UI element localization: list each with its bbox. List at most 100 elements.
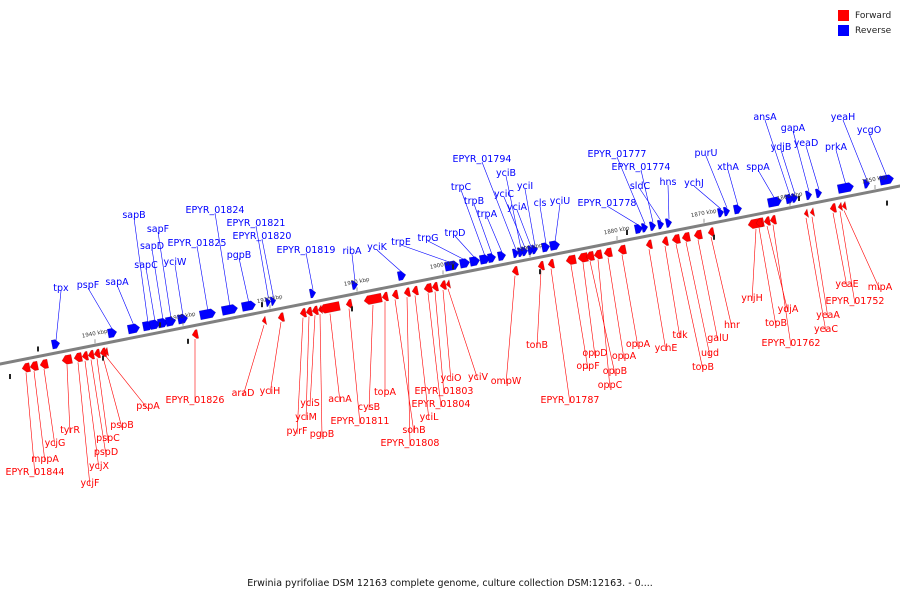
gene-yeac-forward-leader <box>805 217 827 333</box>
gene-ycjg-forward-leader <box>43 369 56 447</box>
gene-yeaa-arrow-forward <box>809 207 816 217</box>
gene-riba-arrow-reverse <box>350 280 359 291</box>
axis-tick-label: 1870 kbp <box>691 208 718 219</box>
gene-oppa-arrow-forward <box>617 244 627 255</box>
gene-topa-arrow-forward <box>381 291 389 302</box>
gene-epyr_01787-forward-label: EPYR_01787 <box>541 395 600 406</box>
track-mark <box>713 234 715 240</box>
gene-sohb-forward-label: sohB <box>402 425 425 436</box>
gene-trpg-reverse-leader <box>427 240 466 261</box>
gene-ansa-arrow-reverse <box>784 194 795 205</box>
gene-ycia-arrow-reverse <box>526 245 535 256</box>
gene-pspc-forward-label: pspC <box>96 433 120 444</box>
gene-riba-reverse-leader <box>351 253 356 282</box>
gene-sohb-forward-leader <box>394 299 415 434</box>
gene-epyr_01820-arrow-reverse <box>269 296 277 307</box>
gene-epyr_01819-arrow-reverse <box>308 288 317 299</box>
gene-puru-reverse-label: purU <box>695 148 718 159</box>
gene-ompw-arrow-forward <box>511 265 519 276</box>
gene-ompw-forward-label: ompW <box>491 376 522 387</box>
gene-epyr_01778-reverse-label: EPYR_01778 <box>578 198 637 209</box>
gene-hnr-arrow-forward <box>707 227 715 237</box>
forward-strand-genes: EPYR_01844 mppA ycjG tyrR ycjF ycjX pspD pspC ps… <box>6 200 893 489</box>
gene-pyrf-forward-leader <box>296 317 304 435</box>
axis-tick-label: 1910 kbp <box>344 277 371 288</box>
gene-ycjf-arrow-forward <box>73 352 83 363</box>
gene-oppa-forward-leader <box>607 257 625 360</box>
gene-trpa-reverse-leader <box>486 216 503 253</box>
gene-ycgo-reverse-label: ycgO <box>857 125 881 136</box>
gene-ansa-reverse-leader <box>764 119 791 196</box>
forward-swatch <box>838 10 849 21</box>
gene-ompw-forward-leader <box>505 275 516 385</box>
gene-pspa-arrow-forward <box>103 346 110 357</box>
gene-prka-reverse-leader <box>835 149 847 186</box>
gene-ugd-forward-label: ugd <box>701 348 719 359</box>
gene-sapc-reverse-leader <box>145 267 156 322</box>
gene-trpc-reverse-label: trpC <box>451 182 472 193</box>
gene-yche-forward-leader <box>648 249 667 352</box>
gene-hnr-forward-label: hnr <box>724 320 740 331</box>
gene-prka-arrow-reverse <box>836 182 854 194</box>
gene-pspd-arrow-forward <box>87 349 95 360</box>
gene-ynjh-forward-label: ynjH <box>741 293 762 304</box>
gene-oppd-arrow-forward <box>577 252 589 263</box>
gene-puru-reverse-leader <box>705 155 728 208</box>
gene-yeae-arrow-forward <box>829 203 837 213</box>
gene-pyrf-forward-label: pyrF <box>286 426 307 437</box>
strand-legend: Forward Reverse <box>838 8 891 38</box>
gene-cysb-forward-leader <box>368 304 374 411</box>
gene-topb-forward-label: topB <box>765 318 787 329</box>
gene-sppa-reverse-label: sppA <box>746 162 770 173</box>
gene-ycgo-reverse-leader <box>868 132 888 178</box>
gene-tonb-arrow-forward <box>537 260 545 271</box>
gene-ycis-arrow-forward <box>311 305 319 316</box>
gene-cls-reverse-label: cls <box>534 198 547 209</box>
gene-epyr_01794-reverse-label: EPYR_01794 <box>453 154 512 165</box>
gene-yeac-arrow-forward <box>803 208 810 219</box>
gene-trpc-arrow-reverse <box>478 254 491 265</box>
gene-ycih-forward-leader <box>269 321 282 395</box>
gene-yeah-reverse-label: yeaH <box>831 112 855 123</box>
axis-ticks: 1940 kbp 1930 kbp 1920 kbp 1910 kbp 1900 kbp… <box>9 174 889 380</box>
gene-epyr_01774-arrow-reverse <box>648 221 657 232</box>
gene-topb-forward-leader <box>675 244 704 371</box>
gene-oppa-arrow-forward <box>603 247 613 258</box>
gene-arad-forward-leader <box>242 325 265 397</box>
gene-tonb-forward-label: tonB <box>526 340 548 351</box>
gene-sldc-reverse-label: sldC <box>630 181 651 192</box>
axis-tick: 1920 kbp <box>257 294 284 309</box>
gene-ugd-arrow-forward <box>681 231 691 242</box>
gene-pgpb-reverse-label: pgpB <box>227 250 252 261</box>
gene-pgpb-reverse-leader <box>238 257 250 304</box>
gene-pspf-arrow-reverse <box>106 328 118 339</box>
gene-tpx-arrow-reverse <box>50 339 61 350</box>
gene-epyr_01752-forward-leader <box>839 211 856 305</box>
gene-epyr_01804-arrow-forward <box>423 282 433 293</box>
gene-pyrf-arrow-forward <box>299 307 307 318</box>
gene-prka-reverse-label: prkA <box>825 142 847 153</box>
gene-tonb-forward-leader <box>536 270 542 349</box>
gene-ycia-reverse-leader <box>516 209 532 247</box>
gene-cysb-arrow-forward <box>363 292 383 305</box>
gene-yeaa-forward-label: yeaA <box>816 310 840 321</box>
axis-tick-label: 1880 kbp <box>604 225 631 236</box>
gene-epyr_01794-arrow-reverse <box>511 248 520 259</box>
gene-ugd-forward-leader <box>685 242 711 357</box>
reverse-strand-genes: tpx pspF sapA sapB sapC sapD sapF yciW EPYR_0182… <box>50 112 894 350</box>
gene-epyr_01762-forward-label: EPYR_01762 <box>762 338 821 349</box>
track-mark <box>452 264 454 270</box>
gene-pspb-forward-label: pspB <box>110 420 134 431</box>
gene-yciw-reverse-label: yciW <box>164 257 187 268</box>
gene-sapd-reverse-leader <box>151 248 164 320</box>
gene-oppb-forward-leader <box>589 261 616 375</box>
axis-tick-label: 1850 kbp <box>862 174 889 185</box>
gene-yciv-forward-label: yciV <box>468 372 488 383</box>
gene-ydjb-reverse-label: ydjB <box>771 142 792 153</box>
gene-ycik-reverse-label: yciK <box>367 242 387 253</box>
gene-ycik-reverse-leader <box>376 249 403 273</box>
gene-cysb-forward-label: cysB <box>358 402 380 413</box>
gene-ansa-reverse-label: ansA <box>753 112 777 123</box>
gene-ycil-forward-label: yciL <box>420 412 439 423</box>
gene-trpe-reverse-leader <box>400 244 453 264</box>
